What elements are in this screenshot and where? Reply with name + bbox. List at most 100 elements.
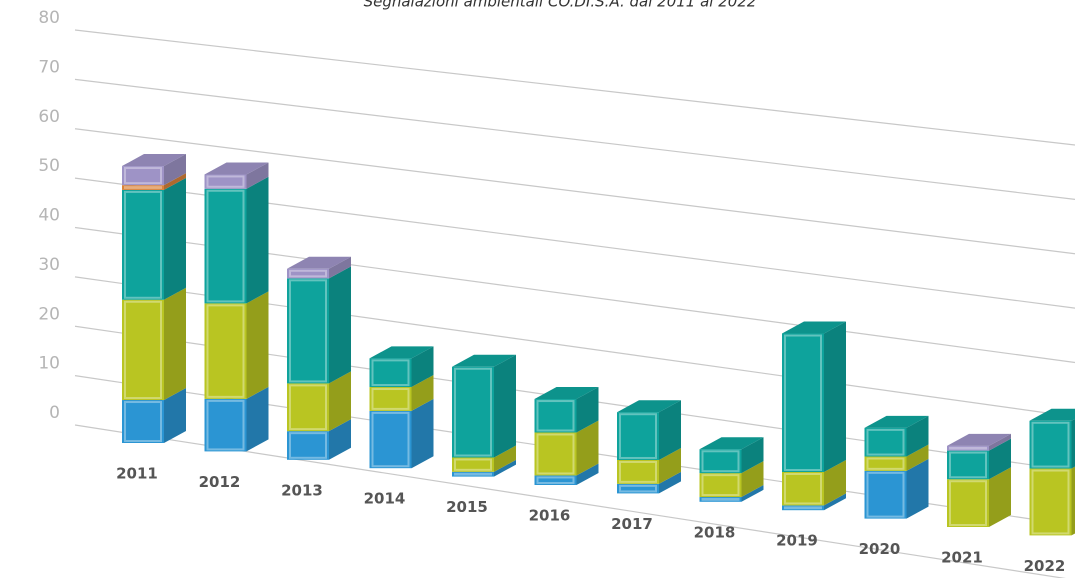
bar-front <box>287 268 329 279</box>
bar-side <box>246 386 269 452</box>
bar-side <box>824 460 846 506</box>
bar-top <box>204 162 269 175</box>
y-tick-label: 20 <box>38 304 60 324</box>
bar-front <box>369 410 412 469</box>
bar-front <box>287 383 329 432</box>
bar-highlight <box>949 451 987 479</box>
bar-side <box>824 493 846 511</box>
bar-front <box>122 400 164 443</box>
bar-side <box>164 177 186 300</box>
bar-side <box>494 459 516 477</box>
bar-segment <box>782 321 846 472</box>
x-tick-label: 2016 <box>529 507 571 525</box>
bar-side <box>246 176 269 304</box>
bar-side <box>411 375 434 411</box>
y-tick-label: 80 <box>38 8 60 28</box>
bar-front <box>204 188 247 304</box>
bar-highlight <box>206 399 245 451</box>
bar-top <box>782 321 846 334</box>
bar-highlight <box>206 175 245 188</box>
bar-front <box>782 333 824 472</box>
bar-segment <box>122 173 186 190</box>
bar-side <box>329 419 351 460</box>
bar-segment <box>369 346 434 388</box>
bar-highlight <box>701 474 740 497</box>
bar-front <box>204 303 247 399</box>
bar-highlight <box>784 506 822 510</box>
bar-highlight <box>124 186 162 189</box>
bar-side <box>576 463 599 485</box>
bar-side <box>164 154 186 186</box>
bar-highlight <box>289 384 327 431</box>
x-tick-label: 2011 <box>116 465 158 483</box>
bar-top <box>1029 408 1075 421</box>
bar-segment <box>122 154 186 186</box>
x-tick-label: 2012 <box>199 473 241 491</box>
x-tick-label: 2020 <box>859 540 901 558</box>
bar-segment <box>617 447 681 484</box>
bar-top <box>452 354 516 367</box>
bar-highlight <box>206 189 245 303</box>
grid-line <box>74 78 1075 200</box>
bar-highlight <box>124 401 162 442</box>
bar-highlight <box>784 473 822 505</box>
bar-highlight <box>784 334 822 471</box>
bar-side <box>1071 418 1075 469</box>
bar-segment <box>947 433 1011 451</box>
x-tick-label: 2015 <box>446 498 488 516</box>
bar-highlight <box>289 269 327 278</box>
bar-side <box>989 433 1011 451</box>
bar-segment <box>287 419 351 460</box>
chart-title: Segnalazioni ambientali CO.DI.S.A. dal 2… <box>364 0 757 11</box>
bar-top <box>617 400 681 413</box>
bar-highlight <box>124 300 162 400</box>
bar-side <box>494 445 516 472</box>
bar-front <box>782 505 824 511</box>
bar-front <box>369 387 412 411</box>
grid-line <box>74 29 1075 146</box>
bar-highlight <box>371 411 410 468</box>
bar-side <box>246 291 269 399</box>
bar-highlight <box>454 367 492 457</box>
bar-segment <box>947 438 1011 480</box>
grid-line <box>74 128 1075 255</box>
bar-front <box>864 427 907 457</box>
bar-highlight <box>454 458 492 471</box>
bar-segment <box>699 437 764 474</box>
bar-side <box>329 256 351 279</box>
x-tick-label: 2018 <box>694 523 736 541</box>
bar-segment <box>864 458 929 519</box>
y-tick-label: 10 <box>38 354 60 374</box>
bar-segment <box>534 463 599 485</box>
bar-top <box>534 387 599 400</box>
bar-highlight <box>701 450 740 473</box>
bar-highlight <box>866 471 905 518</box>
bar-segment <box>287 256 351 279</box>
y-tick-label: 0 <box>49 403 60 423</box>
bar-top <box>122 154 186 167</box>
bar-side <box>494 354 516 458</box>
bar-front <box>947 450 989 480</box>
bar-front <box>699 497 742 502</box>
bar-highlight <box>1031 469 1070 535</box>
y-tick-label: 30 <box>38 255 60 275</box>
bar-segment <box>864 444 929 471</box>
bar-side <box>329 266 351 384</box>
bar-side <box>906 415 929 457</box>
y-tick-label: 60 <box>38 107 60 127</box>
x-tick-label: 2014 <box>364 490 406 508</box>
bar-segment <box>122 388 186 443</box>
bar-side <box>164 287 186 401</box>
bar-side <box>906 444 929 471</box>
bar-segment <box>864 415 929 457</box>
bar-top <box>369 346 434 359</box>
bar-front <box>947 445 989 451</box>
bar-side <box>741 485 764 502</box>
bar-front <box>122 189 164 300</box>
bar-highlight <box>536 476 575 485</box>
bar-front <box>122 166 164 186</box>
bar-segment <box>699 461 764 498</box>
bar-top <box>864 415 929 428</box>
bar-segment <box>617 471 681 494</box>
